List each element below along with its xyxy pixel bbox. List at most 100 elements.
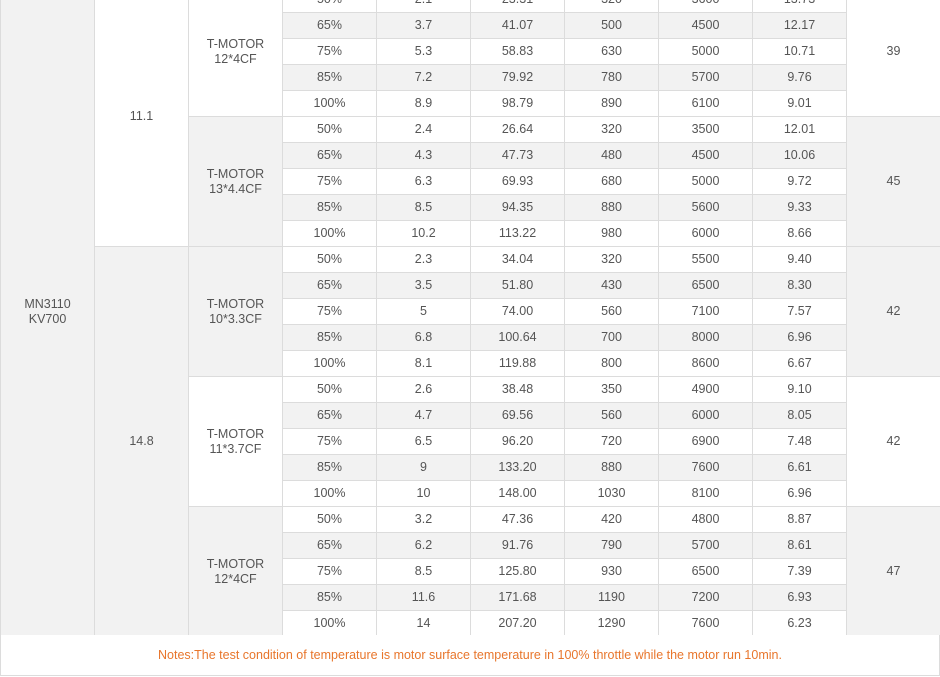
- throttle-cell: 50%: [282, 246, 377, 273]
- propeller-size: 13*4.4CF: [209, 181, 262, 196]
- rpm-cell: 5000: [658, 38, 753, 65]
- power-cell: 171.68: [470, 584, 565, 611]
- throttle-cell: 65%: [282, 532, 377, 559]
- thrust-cell: 320: [564, 246, 659, 273]
- efficiency-cell: 9.33: [752, 194, 847, 221]
- motor-test-data-table: MN3110KV70011.1T-MOTOR12*4CF50%2.123.313…: [0, 0, 940, 637]
- power-cell: 119.88: [470, 350, 565, 377]
- efficiency-cell: 9.76: [752, 64, 847, 91]
- table-row: 65% 6.2 91.76 790 5700 8.61: [1, 532, 940, 559]
- table-row: 100% 8.9 98.79 890 6100 9.01: [1, 90, 940, 117]
- operating-temperature-cell: 42: [846, 246, 940, 377]
- rpm-cell: 7600: [658, 610, 753, 637]
- thrust-cell: 880: [564, 194, 659, 221]
- efficiency-cell: 8.05: [752, 402, 847, 429]
- current-cell: 3.5: [376, 272, 471, 299]
- thrust-cell: 790: [564, 532, 659, 559]
- voltage-cell: 11.1: [94, 0, 189, 247]
- table-row: 85% 11.6 171.68 1190 7200 6.93: [1, 584, 940, 611]
- current-cell: 8.1: [376, 350, 471, 377]
- propeller-brand: T-MOTOR: [206, 426, 265, 441]
- table-row: T-MOTOR 12*4CF 50% 3.2 47.36 420 4800 8.87 47: [1, 506, 940, 637]
- thrust-cell: 890: [564, 90, 659, 117]
- efficiency-cell: 6.96: [752, 324, 847, 351]
- throttle-cell: 75%: [282, 298, 377, 325]
- power-cell: 79.92: [470, 64, 565, 91]
- thrust-cell: 480: [564, 142, 659, 169]
- current-cell: 10: [376, 480, 471, 507]
- power-cell: 94.35: [470, 194, 565, 221]
- power-cell: 74.00: [470, 298, 565, 325]
- table-row: 65% 3.7 41.07 500 4500 12.17: [1, 12, 940, 39]
- power-cell: 41.07: [470, 12, 565, 39]
- thrust-cell: 680: [564, 168, 659, 195]
- throttle-cell: 100%: [282, 480, 377, 507]
- table-row: 85% 8.5 94.35 880 5600 9.33: [1, 194, 940, 221]
- throttle-cell: 85%: [282, 584, 377, 611]
- current-cell: 4.7: [376, 402, 471, 429]
- operating-temperature-cell: 45: [846, 116, 940, 247]
- current-cell: 14: [376, 610, 471, 637]
- power-cell: 58.83: [470, 38, 565, 65]
- propeller-brand: T-MOTOR: [206, 166, 265, 181]
- table-row: 75% 6.5 96.20 720 6900 7.48: [1, 428, 940, 455]
- efficiency-cell: 6.67: [752, 350, 847, 377]
- propeller-cell: T-MOTOR 11*3.7CF: [188, 376, 283, 507]
- power-cell: 23.31: [470, 0, 565, 13]
- current-cell: 5: [376, 298, 471, 325]
- current-cell: 8.5: [376, 558, 471, 585]
- rpm-cell: 8000: [658, 324, 753, 351]
- efficiency-cell: 12.01: [752, 116, 847, 143]
- current-cell: 2.6: [376, 376, 471, 403]
- efficiency-cell: 7.48: [752, 428, 847, 455]
- efficiency-cell: 8.87: [752, 506, 847, 533]
- rpm-cell: 4800: [658, 506, 753, 533]
- thrust-cell: 980: [564, 220, 659, 247]
- power-cell: 47.73: [470, 142, 565, 169]
- rpm-cell: 6100: [658, 90, 753, 117]
- thrust-cell: 560: [564, 298, 659, 325]
- current-cell: 6.2: [376, 532, 471, 559]
- current-cell: 6.8: [376, 324, 471, 351]
- power-cell: 26.64: [470, 116, 565, 143]
- thrust-cell: 700: [564, 324, 659, 351]
- throttle-cell: 100%: [282, 610, 377, 637]
- thrust-cell: 780: [564, 64, 659, 91]
- thrust-cell: 1190: [564, 584, 659, 611]
- throttle-cell: 50%: [282, 506, 377, 533]
- throttle-cell: 50%: [282, 116, 377, 143]
- operating-temperature-cell: 47: [846, 506, 940, 637]
- rpm-cell: 3600: [658, 0, 753, 13]
- power-cell: 100.64: [470, 324, 565, 351]
- throttle-cell: 100%: [282, 220, 377, 247]
- efficiency-cell: 13.73: [752, 0, 847, 13]
- efficiency-cell: 10.71: [752, 38, 847, 65]
- table-row: 100% 14 207.20 1290 7600 6.23: [1, 610, 940, 637]
- rpm-cell: 5000: [658, 168, 753, 195]
- operating-temperature-cell: 42: [846, 376, 940, 507]
- table-row: 85% 7.2 79.92 780 5700 9.76: [1, 64, 940, 91]
- throttle-cell: 75%: [282, 168, 377, 195]
- table-row: 100% 10 148.00 1030 8100 6.96: [1, 480, 940, 507]
- power-cell: 91.76: [470, 532, 565, 559]
- rpm-cell: 4500: [658, 12, 753, 39]
- current-cell: 3.2: [376, 506, 471, 533]
- throttle-cell: 75%: [282, 558, 377, 585]
- operating-temperature-cell: 39: [846, 0, 940, 117]
- table-row: 14.8 T-MOTOR 10*3.3CF 50% 2.3 34.04 320 5500 9.4…: [1, 246, 940, 637]
- current-cell: 2.4: [376, 116, 471, 143]
- thrust-cell: 420: [564, 506, 659, 533]
- rpm-cell: 5700: [658, 532, 753, 559]
- efficiency-cell: 7.39: [752, 558, 847, 585]
- table-row: 65% 4.3 47.73 480 4500 10.06: [1, 142, 940, 169]
- current-cell: 3.7: [376, 12, 471, 39]
- efficiency-cell: 8.30: [752, 272, 847, 299]
- efficiency-cell: 8.66: [752, 220, 847, 247]
- rpm-cell: 6000: [658, 220, 753, 247]
- rpm-cell: 6500: [658, 272, 753, 299]
- table-row: T-MOTOR 13*4.4CF 50% 2.4 26.64 320 3500 12.01 45: [1, 116, 940, 247]
- thrust-cell: 560: [564, 402, 659, 429]
- thrust-cell: 430: [564, 272, 659, 299]
- power-cell: 96.20: [470, 428, 565, 455]
- power-cell: 51.80: [470, 272, 565, 299]
